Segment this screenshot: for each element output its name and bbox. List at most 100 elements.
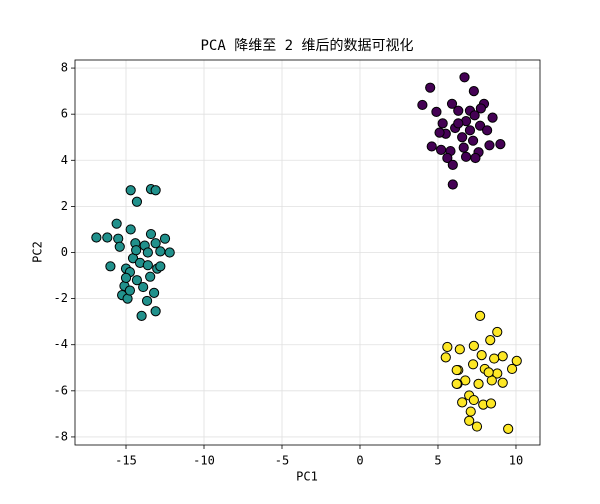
point: [447, 159, 458, 170]
y-tick-label: 8: [61, 61, 68, 75]
point: [459, 72, 470, 83]
point: [482, 125, 493, 136]
point: [125, 185, 136, 196]
point: [131, 275, 143, 286]
point: [114, 241, 125, 252]
y-tick-label: 4: [61, 153, 68, 167]
x-tick-label: -15: [115, 454, 137, 468]
point: [148, 287, 160, 298]
x-tick-label: 0: [356, 454, 363, 468]
point: [431, 106, 442, 117]
point: [136, 310, 147, 321]
point: [142, 247, 153, 258]
y-axis-label: PC2: [31, 241, 45, 263]
point: [142, 260, 153, 271]
point: [91, 232, 102, 243]
point: [468, 86, 479, 97]
point: [467, 135, 479, 146]
point: [451, 378, 462, 390]
point: [495, 139, 506, 150]
x-tick-label: 10: [509, 454, 523, 468]
point: [473, 378, 484, 390]
point: [426, 141, 437, 152]
point: [451, 364, 462, 376]
point: [464, 415, 475, 426]
point: [503, 423, 514, 434]
point: [464, 125, 476, 136]
point: [447, 179, 458, 190]
point: [155, 246, 166, 257]
point: [506, 363, 518, 375]
point: [125, 224, 136, 235]
point: [476, 349, 487, 361]
point: [475, 310, 486, 321]
point: [457, 397, 468, 408]
point: [487, 112, 498, 123]
point: [145, 228, 157, 240]
point: [489, 353, 500, 364]
point: [425, 82, 436, 93]
point: [460, 151, 472, 162]
point: [138, 281, 149, 293]
point: [469, 110, 480, 121]
y-tick-label: -4: [54, 337, 68, 351]
point: [497, 351, 508, 362]
point: [442, 341, 453, 353]
point: [440, 352, 451, 363]
point: [442, 152, 453, 164]
point: [102, 232, 113, 243]
point: [141, 295, 153, 307]
point: [475, 120, 486, 131]
point: [475, 103, 486, 114]
point: [468, 394, 479, 406]
y-tick-label: 6: [61, 107, 68, 121]
point: [457, 132, 468, 143]
point: [159, 233, 171, 244]
point: [446, 98, 458, 109]
x-tick-label: 5: [434, 454, 441, 468]
point: [468, 340, 479, 351]
point: [131, 245, 142, 256]
point: [484, 140, 495, 151]
point: [465, 406, 476, 417]
x-axis-label: PC1: [296, 470, 318, 484]
plot-frame: [74, 59, 541, 446]
x-tick-label: -5: [275, 454, 289, 468]
y-tick-label: -2: [54, 291, 68, 305]
point: [434, 127, 445, 138]
point: [458, 142, 469, 153]
point: [437, 118, 448, 129]
point: [150, 185, 161, 196]
point: [155, 261, 166, 272]
point: [485, 335, 496, 346]
y-tick-label: -6: [54, 383, 68, 397]
point: [492, 326, 503, 338]
point: [124, 285, 136, 296]
point: [453, 118, 464, 129]
x-tick-label: -10: [193, 454, 215, 468]
point: [164, 247, 175, 258]
point: [111, 218, 122, 229]
point: [145, 271, 156, 282]
y-tick-label: 0: [61, 245, 68, 259]
point: [467, 359, 479, 370]
point: [470, 152, 481, 164]
y-tick-label: -8: [54, 429, 68, 443]
point: [150, 238, 161, 249]
point: [105, 261, 116, 272]
point: [483, 367, 494, 378]
point: [131, 196, 143, 207]
point: [497, 377, 508, 388]
point: [485, 398, 497, 409]
y-tick-label: 2: [61, 199, 68, 213]
point: [511, 355, 522, 366]
point: [150, 306, 161, 317]
chart-title: PCA 降维至 2 维后的数据可视化: [200, 38, 413, 54]
point: [417, 99, 428, 111]
point: [471, 421, 483, 432]
point: [120, 272, 132, 283]
point: [436, 144, 447, 156]
point: [454, 344, 465, 355]
